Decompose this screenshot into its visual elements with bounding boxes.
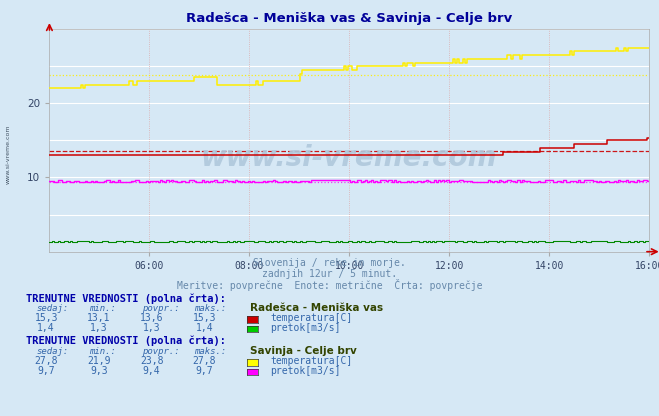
Text: 15,3: 15,3 (192, 313, 216, 323)
Text: 1,3: 1,3 (90, 323, 107, 333)
Text: 27,8: 27,8 (192, 356, 216, 366)
Text: www.si-vreme.com: www.si-vreme.com (201, 144, 498, 172)
Text: Slovenija / reke in morje.: Slovenija / reke in morje. (253, 258, 406, 268)
Text: 9,7: 9,7 (38, 366, 55, 376)
Text: temperatura[C]: temperatura[C] (270, 313, 353, 323)
Text: TRENUTNE VREDNOSTI (polna črta):: TRENUTNE VREDNOSTI (polna črta): (26, 336, 226, 347)
Text: 9,3: 9,3 (90, 366, 107, 376)
Text: 27,8: 27,8 (34, 356, 58, 366)
Text: Radešca - Meniška vas: Radešca - Meniška vas (250, 303, 384, 313)
Text: TRENUTNE VREDNOSTI (polna črta):: TRENUTNE VREDNOSTI (polna črta): (26, 293, 226, 304)
Text: Savinja - Celje brv: Savinja - Celje brv (250, 346, 357, 356)
Text: 21,9: 21,9 (87, 356, 111, 366)
Text: 1,4: 1,4 (38, 323, 55, 333)
Text: povpr.:: povpr.: (142, 347, 179, 356)
Title: Radešca - Meniška vas & Savinja - Celje brv: Radešca - Meniška vas & Savinja - Celje … (186, 12, 513, 25)
Text: min.:: min.: (89, 304, 116, 313)
Text: zadnjih 12ur / 5 minut.: zadnjih 12ur / 5 minut. (262, 270, 397, 280)
Text: maks.:: maks.: (194, 304, 227, 313)
Text: 15,3: 15,3 (34, 313, 58, 323)
Text: Meritve: povprečne  Enote: metrične  Črta: povprečje: Meritve: povprečne Enote: metrične Črta:… (177, 279, 482, 291)
Text: 9,7: 9,7 (196, 366, 213, 376)
Text: 13,1: 13,1 (87, 313, 111, 323)
Text: 9,4: 9,4 (143, 366, 160, 376)
Text: temperatura[C]: temperatura[C] (270, 356, 353, 366)
Text: 1,4: 1,4 (196, 323, 213, 333)
Text: 1,3: 1,3 (143, 323, 160, 333)
Text: pretok[m3/s]: pretok[m3/s] (270, 366, 341, 376)
Text: min.:: min.: (89, 347, 116, 356)
Text: 23,8: 23,8 (140, 356, 163, 366)
Text: pretok[m3/s]: pretok[m3/s] (270, 323, 341, 333)
Text: povpr.:: povpr.: (142, 304, 179, 313)
Text: 13,6: 13,6 (140, 313, 163, 323)
Text: sedaj:: sedaj: (36, 304, 69, 313)
Text: maks.:: maks.: (194, 347, 227, 356)
Text: www.si-vreme.com: www.si-vreme.com (5, 124, 11, 184)
Text: sedaj:: sedaj: (36, 347, 69, 356)
